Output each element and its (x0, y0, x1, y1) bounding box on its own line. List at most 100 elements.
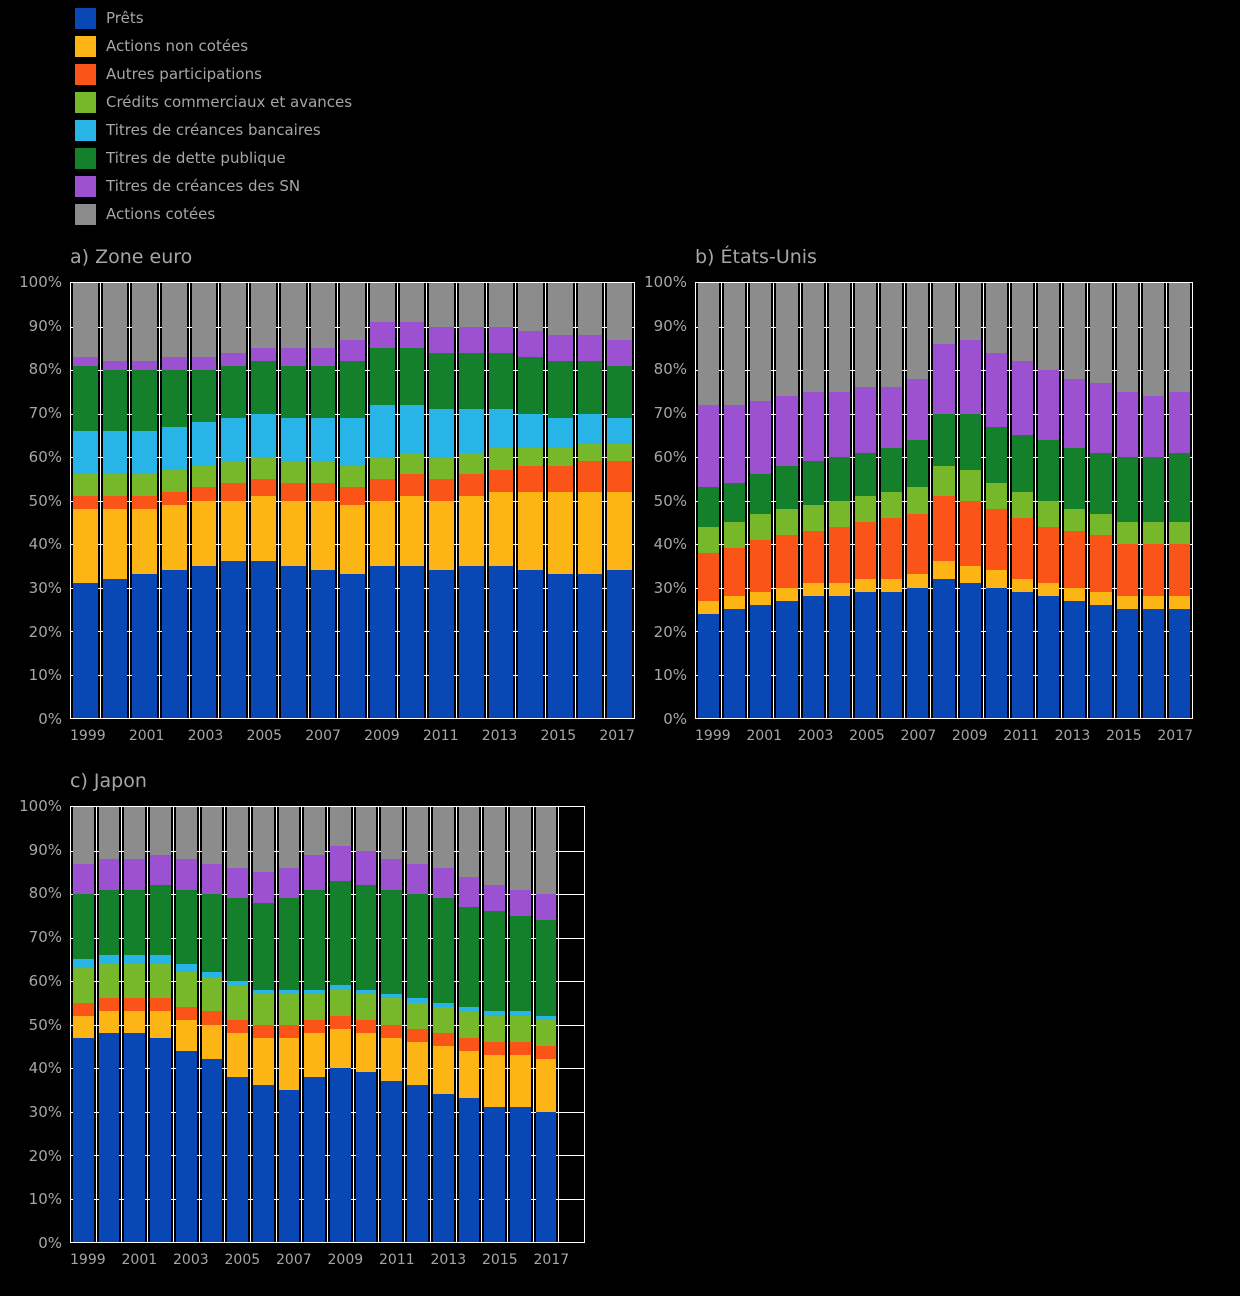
segment-prets (1038, 596, 1060, 718)
segment-actions-non-cotees (369, 500, 395, 566)
segment-prets (959, 583, 981, 718)
segment-titres-de-dette-publique (484, 911, 505, 1012)
segment-titres-de-dette-publique (201, 894, 223, 973)
segment-actions-non-cotees (985, 570, 1007, 588)
x-axis-label: 1999 (70, 728, 106, 744)
stacked-bar-2009 (330, 807, 351, 1242)
bar-slot (457, 283, 487, 718)
stacked-bar-2001 (132, 283, 158, 718)
segment-credits-commerciaux-et-avances (310, 461, 336, 484)
legend-item-prets: Prêts (75, 4, 352, 32)
segment-credits-commerciaux-et-avances (1116, 522, 1138, 545)
segment-actions-non-cotees (933, 561, 955, 579)
x-axis-label: 2013 (430, 1252, 467, 1268)
segment-titres-de-creances-des-sn (150, 854, 171, 886)
segment-titres-de-creances-bancaires (98, 954, 120, 964)
segment-credits-commerciaux-et-avances (399, 452, 425, 475)
segment-titres-de-creances-bancaires (429, 409, 454, 458)
x-axis-label: 2005 (849, 728, 885, 744)
segment-actions-non-cotees (1142, 596, 1164, 610)
segment-credits-commerciaux-et-avances (162, 470, 187, 492)
segment-prets (1064, 600, 1086, 718)
legend-swatch-titres-de-creances-bancaires (75, 119, 96, 141)
segment-titres-de-dette-publique (458, 352, 484, 410)
segment-titres-de-creances-des-sn (535, 894, 557, 921)
bars-layer (696, 283, 1192, 718)
bar-slot (405, 807, 431, 1242)
segment-titres-de-creances-bancaires (548, 417, 573, 449)
bar-slot (200, 807, 226, 1242)
segment-actions-non-cotees (310, 500, 336, 571)
segment-actions-non-cotees (73, 509, 98, 584)
segment-actions-non-cotees (577, 491, 603, 575)
segment-actions-non-cotees (381, 1037, 403, 1082)
segment-actions-cotees (251, 283, 276, 349)
segment-titres-de-dette-publique (252, 902, 274, 990)
stacked-bar-2017 (607, 283, 633, 718)
y-axis-label: 80% (653, 360, 687, 379)
legend-swatch-prets (75, 7, 96, 29)
segment-autres-participations (310, 483, 336, 501)
segment-prets (330, 1068, 351, 1242)
legend: Prêts Actions non cotées Autres participat… (75, 4, 352, 228)
legend-label: Titres de créances des SN (106, 176, 301, 195)
legend-swatch-titres-de-creances-des-sn (75, 175, 96, 197)
segment-credits-commerciaux-et-avances (191, 465, 217, 488)
y-axis-label: 70% (653, 404, 687, 423)
segment-titres-de-creances-des-sn (251, 348, 276, 362)
segment-actions-cotees (548, 283, 573, 336)
segment-titres-de-creances-bancaires (278, 989, 300, 995)
segment-credits-commerciaux-et-avances (548, 448, 573, 466)
segment-prets (458, 565, 484, 718)
stacked-bar-2000 (724, 283, 746, 718)
stacked-bar-2014 (458, 807, 480, 1242)
stacked-bar-2010 (985, 283, 1007, 718)
segment-titres-de-dette-publique (304, 889, 326, 990)
segment-prets (1090, 604, 1112, 718)
segment-prets (227, 1076, 248, 1242)
segment-titres-de-creances-des-sn (484, 885, 505, 912)
x-axis: 1999 2001 2003 2005 2007 2009 2011 2013 2015 2017 (70, 1243, 585, 1279)
stacked-bar-2010 (355, 807, 377, 1242)
bar-slot (984, 283, 1010, 718)
segment-autres-participations (280, 483, 306, 501)
x-axis-label (459, 719, 482, 755)
segment-actions-cotees (577, 283, 603, 336)
segment-titres-de-dette-publique (73, 365, 98, 431)
segment-credits-commerciaux-et-avances (1142, 522, 1164, 545)
bar-slot (431, 807, 457, 1242)
bar-slot (559, 807, 584, 1242)
segment-titres-de-creances-des-sn (124, 859, 146, 890)
segment-autres-participations (162, 491, 187, 505)
segment-titres-de-creances-des-sn (102, 361, 128, 371)
segment-credits-commerciaux-et-avances (304, 994, 326, 1021)
segment-actions-non-cotees (175, 1020, 197, 1051)
segment-titres-de-dette-publique (278, 898, 300, 990)
segment-credits-commerciaux-et-avances (340, 465, 365, 488)
segment-titres-de-creances-des-sn (429, 326, 454, 353)
legend-item-actions-cotees: Actions cotées (75, 200, 352, 228)
segment-prets (828, 596, 850, 718)
chart-japon: c) Japon 100% 90% 80% 70% 60% 50% 40% 30% 20% 10%… (2, 766, 585, 1279)
segment-autres-participations (381, 1024, 403, 1038)
segment-actions-cotees (518, 283, 543, 331)
stacked-bar-2001 (124, 807, 146, 1242)
segment-titres-de-dette-publique (488, 352, 514, 410)
x-axis-label (518, 1243, 534, 1279)
segment-actions-cotees (407, 807, 428, 864)
segment-titres-de-creances-des-sn (369, 322, 395, 349)
segment-credits-commerciaux-et-avances (175, 972, 197, 1008)
x-axis-label: 2017 (1157, 728, 1194, 744)
segment-prets (432, 1094, 454, 1242)
segment-titres-de-dette-publique (124, 889, 146, 955)
segment-credits-commerciaux-et-avances (484, 1015, 505, 1042)
segment-titres-de-dette-publique (98, 889, 120, 955)
segment-titres-de-dette-publique (458, 907, 480, 1008)
segment-prets (907, 587, 929, 718)
segment-prets (429, 570, 454, 718)
segment-titres-de-creances-bancaires (73, 959, 94, 968)
y-axis-label: 0% (38, 1234, 62, 1252)
segment-titres-de-dette-publique (175, 889, 197, 964)
segment-actions-cotees (488, 283, 514, 327)
segment-prets (1011, 591, 1034, 718)
